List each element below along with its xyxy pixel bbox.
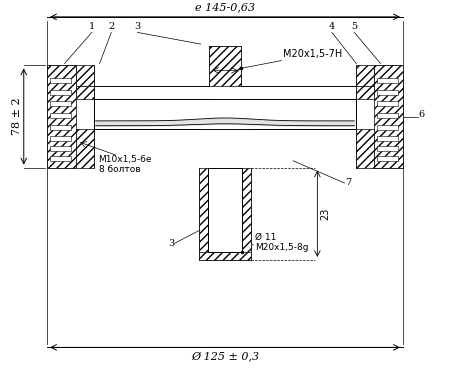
- Text: e 145-0,63: e 145-0,63: [195, 2, 255, 12]
- Bar: [377, 146, 398, 151]
- Bar: [50, 146, 72, 151]
- Bar: [50, 125, 72, 130]
- Bar: [208, 168, 242, 252]
- Bar: [76, 129, 94, 168]
- Text: 5: 5: [351, 21, 357, 30]
- Text: 2: 2: [108, 21, 114, 30]
- Bar: [356, 65, 374, 86]
- Text: 23: 23: [320, 208, 330, 220]
- Bar: [377, 113, 398, 118]
- Text: 3: 3: [135, 21, 141, 30]
- Bar: [50, 156, 72, 161]
- Bar: [199, 168, 208, 260]
- Bar: [374, 65, 403, 168]
- Text: 6: 6: [418, 110, 424, 119]
- Bar: [377, 78, 398, 83]
- Text: Ø 125 ± 0,3: Ø 125 ± 0,3: [191, 351, 259, 361]
- Bar: [47, 65, 76, 168]
- Text: 4: 4: [329, 21, 335, 30]
- Bar: [50, 136, 72, 141]
- Bar: [50, 102, 72, 106]
- Bar: [356, 86, 374, 100]
- Bar: [76, 86, 94, 100]
- Bar: [199, 252, 251, 260]
- Text: M20x1,5-7H: M20x1,5-7H: [284, 49, 342, 59]
- Bar: [50, 90, 72, 95]
- Bar: [377, 102, 398, 106]
- Text: Ø 11
M20x1,5-8g: Ø 11 M20x1,5-8g: [255, 233, 309, 252]
- Bar: [76, 65, 94, 86]
- Bar: [377, 136, 398, 141]
- Text: 1: 1: [89, 21, 95, 30]
- Text: 3: 3: [168, 239, 175, 248]
- Bar: [377, 125, 398, 130]
- Bar: [242, 168, 251, 260]
- Text: M10x1,5-6e
8 болтов: M10x1,5-6e 8 болтов: [99, 155, 152, 174]
- Bar: [50, 113, 72, 118]
- Text: 78 ± 2: 78 ± 2: [12, 98, 22, 135]
- Bar: [209, 46, 241, 86]
- Bar: [377, 90, 398, 95]
- Bar: [94, 100, 356, 129]
- Bar: [50, 78, 72, 83]
- Bar: [356, 129, 374, 168]
- Text: 7: 7: [345, 178, 351, 187]
- Bar: [377, 156, 398, 161]
